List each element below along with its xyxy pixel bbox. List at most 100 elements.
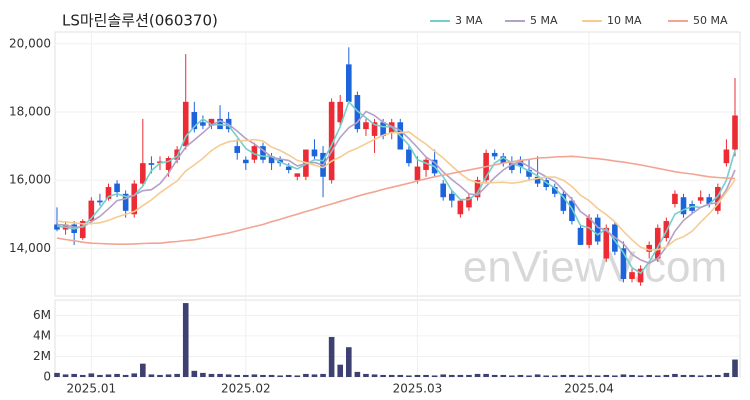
candle-body [715,186,721,211]
volume-bar [594,375,601,377]
candle-body [629,272,635,279]
volume-bar [534,374,541,377]
ma-line [56,100,736,275]
volume-bar [500,374,507,377]
candle-body [732,115,738,150]
volume-bar [363,373,369,377]
volume-bar [466,374,472,377]
volume-bar [131,373,138,377]
y-tick-label: 14,000 [9,241,51,255]
candle-body [654,227,661,259]
candle-body [526,169,532,177]
y-tick-label: 20,000 [9,36,51,50]
volume-bar [285,374,292,377]
volume-bar [414,374,421,377]
candle-body [131,183,138,215]
volume-bar [706,374,713,377]
volume-bar [509,375,515,377]
candle-body [646,244,652,252]
volume-bar [354,371,361,377]
candle-body [363,122,369,130]
candle-body [114,183,120,193]
x-tick-label: 2025.01 [67,382,117,396]
volume-bar [586,374,592,377]
ma-line [56,155,736,245]
legend-label: 50 MA [693,14,728,27]
candle-body [140,163,146,184]
volume-bar [397,374,404,377]
volume-bar [140,363,146,377]
y-tick-label: 16,000 [9,173,51,187]
volume-bar [423,374,429,377]
volume-bar [526,375,532,377]
volume-bar [114,373,120,377]
volume-bar [612,375,618,377]
volume-bar [483,373,489,377]
candle-body [122,193,129,211]
candle-body [251,146,258,160]
candle-body [637,268,644,283]
candle-body [672,193,678,205]
x-tick-label: 2025.04 [564,382,614,396]
volume-bar [474,373,481,377]
ma-line [56,110,736,265]
volume-bar [406,375,412,377]
legend-label: 3 MA [455,14,483,27]
volume-bar [577,375,584,377]
volume-bar [191,370,198,377]
volume-bar [54,372,60,377]
volume-bar [303,373,309,377]
volume-bar [371,374,378,377]
volume-bar [603,374,610,377]
volume-bar [165,374,172,377]
volume-bar [663,374,670,377]
candle-body [97,200,103,203]
volume-bar [148,374,155,377]
volume-bar [491,374,498,377]
candle-body [165,158,172,170]
candle-body [380,122,386,136]
volume-bar [251,374,258,377]
volume-bar [311,374,318,377]
candle-body [88,200,95,222]
volume-bar [345,347,352,377]
candle-body [569,200,575,222]
candle-body [200,122,206,126]
volume-bar [337,364,344,377]
volume-bar [689,374,695,377]
candle-body [723,149,730,164]
candle-body [594,217,601,242]
candle-body [457,200,464,215]
candle-body [543,180,549,187]
candle-body [474,180,481,198]
volume-bar [431,375,438,377]
volume-bar [217,373,223,377]
volume-bar [697,375,704,377]
volume-bar [243,374,249,377]
candle-body [517,159,524,167]
legend-label: 10 MA [607,14,642,27]
candle-body [337,101,344,123]
volume-panel [54,299,741,378]
candle-body [423,159,429,170]
volume-bar [629,374,635,377]
volume-bar [654,375,661,377]
volume-bar [268,374,275,377]
volume-bar [715,374,721,377]
x-tick-label: 2025.02 [221,382,271,396]
volume-bar [328,336,335,377]
volume-bar [569,374,575,377]
volume-tick-label: 6M [33,308,51,322]
candle-body [345,64,352,102]
candle-body [577,227,584,245]
candle-body [148,163,155,165]
volume-bar [448,374,455,377]
volume-bar [225,374,232,377]
y-tick-label: 18,000 [9,105,51,119]
volume-bar [560,374,567,377]
candle-body [697,197,704,201]
candle-body [268,156,275,164]
volume-bar [200,372,206,377]
volume-bar [97,374,103,377]
